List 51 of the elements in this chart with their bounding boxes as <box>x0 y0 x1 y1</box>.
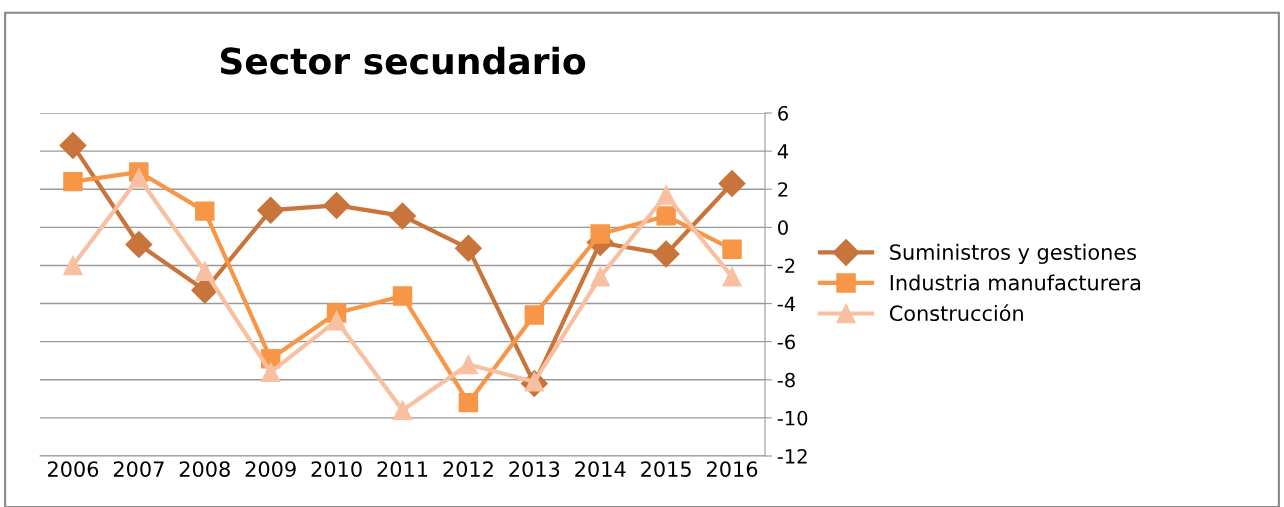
y-tick-label: -8 <box>777 372 795 388</box>
x-tick-label: 2008 <box>179 461 230 477</box>
point <box>458 354 479 375</box>
y-tick-label: -12 <box>777 448 807 464</box>
x-tick-label: 2009 <box>245 461 296 477</box>
point <box>392 286 413 306</box>
y-tick-label: 0 <box>778 220 788 235</box>
x-tick-label: 2006 <box>47 461 99 477</box>
y-tick-label: 2 <box>778 182 788 197</box>
y-tick-label: -10 <box>777 410 808 426</box>
point <box>718 170 746 197</box>
point <box>656 206 676 226</box>
point <box>260 362 281 382</box>
point <box>257 196 285 224</box>
point <box>125 231 153 258</box>
point <box>389 202 416 230</box>
x-tick-label: 2010 <box>311 461 362 477</box>
point <box>195 261 215 281</box>
point <box>652 240 680 268</box>
point <box>590 267 610 287</box>
x-tick-label: 2011 <box>377 461 428 477</box>
x-tick-label: 2012 <box>443 461 493 477</box>
point <box>326 310 347 331</box>
legend-label: Suministros y gestiones <box>890 243 1136 264</box>
y-tick-label: 4 <box>777 144 789 159</box>
y-tick-label: 6 <box>778 105 788 121</box>
y-tick-label: -2 <box>777 258 795 273</box>
point <box>63 255 83 276</box>
point <box>590 224 610 244</box>
point <box>63 171 83 192</box>
point <box>458 392 479 413</box>
x-tick-label: 2013 <box>509 461 560 477</box>
point <box>195 201 215 221</box>
point <box>323 191 351 219</box>
legend-label: Construcción <box>889 304 1023 322</box>
point <box>129 168 149 188</box>
point <box>722 239 742 259</box>
point <box>392 400 413 420</box>
point <box>524 305 545 325</box>
x-tick-label: 2007 <box>113 461 164 477</box>
y-tick-label: -6 <box>777 334 795 350</box>
point <box>454 234 482 262</box>
y-tick-label: -4 <box>777 296 796 311</box>
x-tick-label: 2016 <box>707 461 758 477</box>
point <box>59 131 87 159</box>
chart-title: Sector secundario <box>220 46 586 75</box>
legend-label: Industria manufacturera <box>890 274 1141 291</box>
x-tick-label: 2015 <box>641 461 691 477</box>
x-tick-label: 2014 <box>575 461 626 477</box>
point <box>722 267 742 287</box>
point <box>656 185 676 205</box>
